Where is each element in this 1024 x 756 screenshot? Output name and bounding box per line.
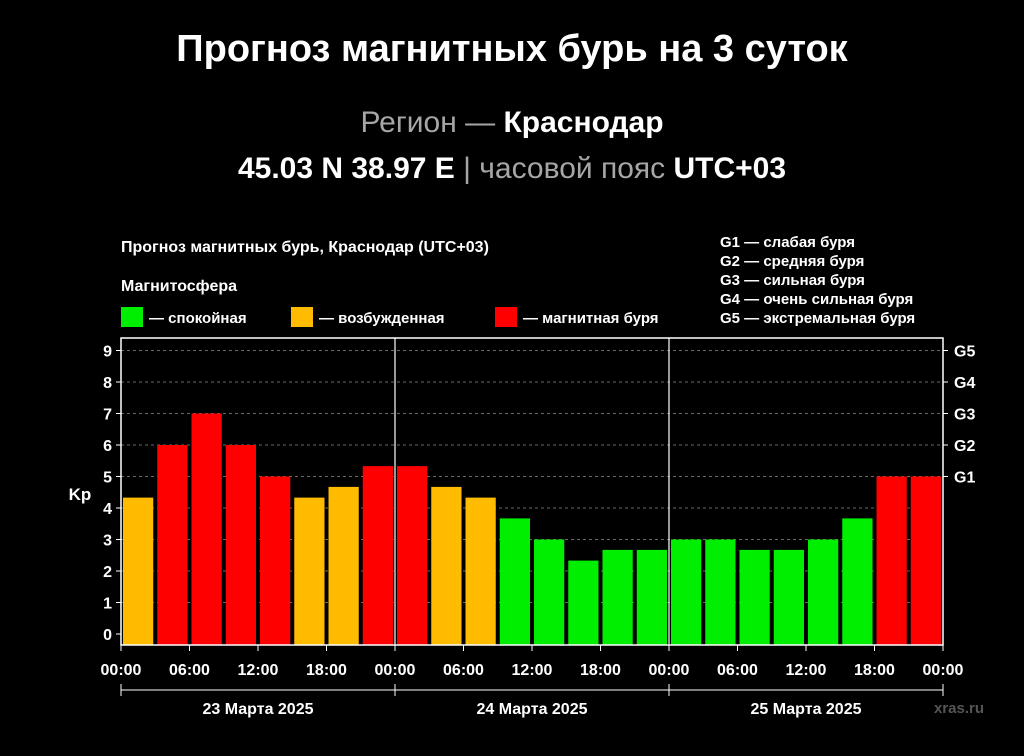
g-tick-label: G5 <box>954 344 975 361</box>
bar <box>397 466 428 645</box>
grid <box>121 350 943 603</box>
x-tick-label: 06:00 <box>169 662 210 679</box>
bar <box>499 518 530 645</box>
bar <box>123 497 154 645</box>
y-tick-label: 9 <box>103 344 112 361</box>
coords-line: 45.03 N 38.97 E | часовой пояс UTC+03 <box>0 152 1024 186</box>
x-tick-label: 00:00 <box>101 662 142 679</box>
g-scale-legend-item: G3 — сильная буря <box>720 272 865 289</box>
bar <box>876 476 907 645</box>
x-tick-label: 18:00 <box>580 662 621 679</box>
legend-swatch-unsettled <box>291 307 313 327</box>
legend-label-storm: — магнитная буря <box>523 310 659 327</box>
region-label: Регион — <box>360 106 496 139</box>
y-tick-label: 5 <box>103 470 112 487</box>
x-tick-label: 12:00 <box>786 662 827 679</box>
bar <box>465 497 496 645</box>
coordinates: 45.03 N 38.97 E <box>237 152 455 185</box>
bar <box>842 518 873 645</box>
y-tick-label: 8 <box>103 375 112 392</box>
axes: 0 1 2 3 4 5 6 7 8 9 G1 G2 G3 G4 G5 00:00 06:00 12:00 18:00… <box>101 337 975 718</box>
bar <box>808 539 839 645</box>
g-scale-legend-item: G4 — очень сильная буря <box>720 291 913 308</box>
day-label: 23 Марта 2025 <box>203 701 314 718</box>
y-tick-label: 0 <box>103 627 112 644</box>
legend-swatch-quiet <box>121 307 143 327</box>
day-label: 24 Марта 2025 <box>477 701 588 718</box>
g-scale-legend-item: G1 — слабая буря <box>720 234 855 251</box>
day-label: 25 Марта 2025 <box>751 701 862 718</box>
x-tick-label: 00:00 <box>375 662 416 679</box>
x-tick-label: 00:00 <box>923 662 964 679</box>
bar <box>431 486 462 645</box>
x-tick-label: 06:00 <box>717 662 758 679</box>
bar <box>773 549 804 645</box>
bar <box>636 549 667 645</box>
chart-title: Прогноз магнитных бурь, Краснодар (UTC+0… <box>121 239 489 256</box>
region-name: Краснодар <box>503 106 664 139</box>
y-tick-label: 3 <box>103 533 112 550</box>
page-title: Прогноз магнитных бурь на 3 суток <box>176 28 848 70</box>
x-tick-label: 06:00 <box>443 662 484 679</box>
g-tick-label: G3 <box>954 407 975 424</box>
bars <box>123 413 941 645</box>
y-axis-label: Kp <box>69 485 92 504</box>
bar <box>671 539 702 645</box>
legend-label-quiet: — спокойная <box>149 310 247 327</box>
x-tick-label: 12:00 <box>238 662 279 679</box>
g-tick-label: G1 <box>954 470 975 487</box>
coords-separator: | <box>463 152 471 185</box>
x-tick-label: 18:00 <box>854 662 895 679</box>
g-tick-label: G4 <box>954 375 975 392</box>
g-scale-legend: G1 — слабая буря G2 — средняя буря G3 — си… <box>720 234 915 327</box>
bar <box>568 560 599 645</box>
bar <box>910 476 941 645</box>
y-tick-label: 4 <box>103 501 112 518</box>
legend-swatch-storm <box>495 307 517 327</box>
bar <box>191 413 222 645</box>
x-tick-label: 18:00 <box>306 662 347 679</box>
legend-title: Магнитосфера <box>121 278 237 295</box>
y-tick-label: 7 <box>103 407 112 424</box>
g-tick-label: G2 <box>954 438 975 455</box>
g-scale-legend-item: G2 — средняя буря <box>720 253 864 270</box>
bar <box>362 466 393 645</box>
region-line: Регион — Краснодар <box>0 106 1024 140</box>
bar <box>225 445 256 645</box>
bar <box>157 445 188 645</box>
bar <box>705 539 736 645</box>
x-tick-label: 12:00 <box>512 662 553 679</box>
timezone-label: часовой пояс <box>479 152 666 185</box>
bar <box>328 486 359 645</box>
bar <box>602 549 633 645</box>
y-tick-label: 2 <box>103 564 112 581</box>
bar <box>739 549 770 645</box>
x-tick-label: 00:00 <box>649 662 690 679</box>
timezone-value: UTC+03 <box>673 152 787 185</box>
y-tick-label: 1 <box>103 596 112 613</box>
bar <box>260 476 291 645</box>
bar <box>534 539 565 645</box>
g-scale-legend-item: G5 — экстремальная буря <box>720 310 915 327</box>
legend: — спокойная — возбужденная — магнитная бур… <box>121 307 659 327</box>
y-tick-label: 6 <box>103 438 112 455</box>
bar <box>294 497 325 645</box>
watermark: xras.ru <box>934 700 984 717</box>
legend-label-unsettled: — возбужденная <box>319 310 445 327</box>
